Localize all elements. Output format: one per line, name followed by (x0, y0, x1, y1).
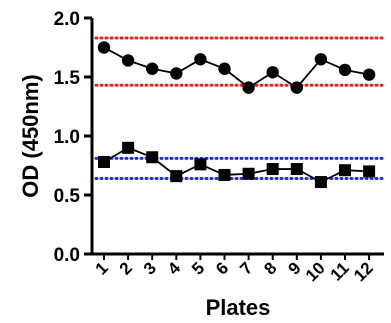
y-tick-label: 1.5 (54, 68, 81, 89)
series-line-2 (103, 146, 370, 184)
data-point (218, 62, 231, 75)
x-tick-label: 12 (350, 258, 377, 285)
data-point (242, 167, 255, 180)
data-point (362, 68, 376, 81)
x-tick-label: 1 (92, 258, 112, 278)
y-tick-label: 0.0 (54, 245, 80, 266)
data-point (146, 62, 159, 75)
data-point (314, 53, 328, 66)
data-point (266, 163, 279, 176)
axes (90, 18, 384, 256)
data-point (121, 54, 135, 67)
data-point (218, 168, 231, 181)
x-tick-label: 5 (188, 258, 208, 278)
x-tick-label: 3 (140, 258, 160, 278)
data-point (338, 63, 352, 77)
y-axis-title: OD (450nm) (18, 74, 43, 197)
data-point (97, 41, 111, 54)
data-point (98, 155, 110, 168)
data-point (290, 81, 303, 94)
data-point (266, 66, 279, 79)
y-tick-label: 1.0 (54, 127, 80, 148)
data-point (122, 141, 135, 154)
data-point (339, 164, 351, 177)
data-point (194, 158, 207, 171)
data-point (290, 163, 303, 176)
series-layer (97, 41, 376, 189)
x-tick-label: 4 (164, 258, 185, 279)
data-point (194, 53, 207, 66)
y-tick-label: 2.0 (54, 9, 80, 30)
data-point (146, 151, 159, 164)
reference-lines (94, 36, 385, 180)
data-point (242, 81, 255, 94)
x-tick-label: 10 (302, 258, 329, 285)
x-tick-label: 9 (284, 258, 304, 278)
x-axis-title: Plates (206, 295, 271, 320)
x-tick-label: 8 (260, 258, 280, 278)
data-point (363, 165, 376, 178)
x-tick-label: 6 (212, 258, 232, 278)
series-line-1 (103, 46, 370, 89)
data-point (314, 176, 327, 189)
x-tick-label: 7 (236, 258, 256, 278)
y-tick-label: 0.5 (54, 186, 81, 207)
x-tick-label: 11 (327, 258, 353, 284)
data-point (170, 170, 183, 183)
data-point (170, 67, 183, 80)
x-tick-label: 2 (116, 258, 136, 278)
y-ticks: 0.0 0.5 1.0 1.5 2.0 (54, 9, 92, 266)
